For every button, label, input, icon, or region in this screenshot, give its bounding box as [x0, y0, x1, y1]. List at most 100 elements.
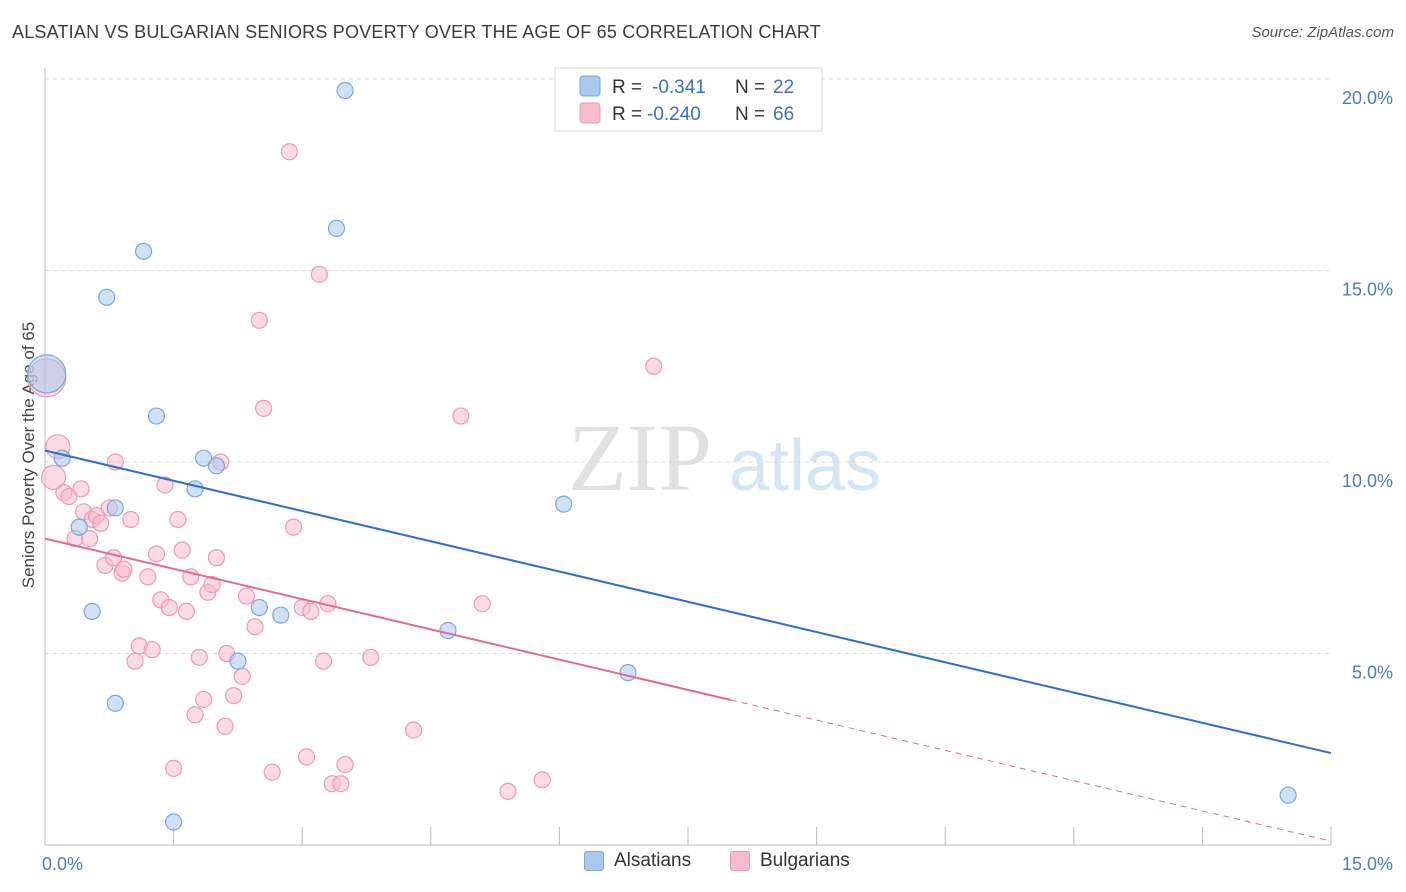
y-tick-labels: 5.0% 10.0% 15.0% 20.0% — [1342, 88, 1393, 683]
bulgarian-point — [362, 648, 380, 666]
bulgarian-point — [177, 602, 196, 620]
bulgarian-point — [207, 549, 226, 567]
alsatian-point — [195, 449, 213, 467]
bulgarian-point — [280, 143, 298, 161]
bulgarian-point — [336, 755, 354, 774]
bulgarian-point — [60, 487, 78, 506]
legend-r-value-alsatians: -0.341 — [652, 77, 706, 98]
bulgarian-point — [499, 782, 517, 800]
bulgarian-point — [246, 618, 264, 636]
legend-label-bulgarians: Bulgarians — [760, 850, 850, 871]
watermark: ZIP atlas — [568, 404, 881, 511]
bulgarian-point — [165, 759, 183, 778]
legend-item-alsatians: Alsatians — [584, 850, 691, 872]
bulgarian-point — [263, 763, 281, 781]
bulgarian-point — [115, 560, 133, 578]
alsatian-point — [106, 499, 124, 517]
alsatian-point — [555, 495, 573, 513]
bulgarian-point — [186, 706, 204, 724]
alsatian-point — [27, 354, 67, 394]
x-tick-labels: 0.0% 15.0% — [42, 854, 1393, 874]
bulgarian-point — [310, 265, 328, 283]
bulgarian-point — [533, 771, 551, 789]
y-tick-label: 10.0% — [1342, 471, 1393, 491]
legend-n-label-bulgarians: N = — [735, 104, 765, 125]
alsatian-point — [250, 598, 268, 617]
legend-r-value-bulgarians: -0.240 — [647, 104, 701, 125]
bulgarian-point — [285, 518, 303, 536]
source-label: Source: ZipAtlas.com — [1251, 24, 1394, 41]
alsatian-point — [165, 813, 183, 831]
y-tick-label: 15.0% — [1342, 280, 1393, 300]
bulgarian-point — [315, 652, 333, 670]
legend-bottom: Alsatians Bulgarians — [0, 850, 1406, 880]
legend-item-bulgarians: Bulgarians — [730, 850, 850, 872]
alsatian-point — [272, 606, 290, 624]
bulgarian-point — [160, 598, 178, 617]
legend-swatch-alsatians — [579, 75, 601, 97]
bulgarian-point — [139, 568, 157, 586]
legend-n-value-alsatians: 22 — [773, 77, 794, 98]
legend-swatch-bulgarians-bottom — [730, 851, 750, 871]
legend-r-label-alsatians: R = — [612, 77, 642, 98]
bulgarian-point — [40, 464, 67, 490]
alsatian-point — [70, 518, 88, 536]
bulgarian-point — [126, 652, 144, 670]
bulgarian-point — [452, 407, 470, 425]
alsatian-point — [439, 621, 457, 640]
alsatian-point — [327, 219, 346, 237]
legend-n-value-bulgarians: 66 — [773, 104, 794, 125]
x-tick-label: 15.0% — [1342, 854, 1393, 874]
bulgarian-point — [203, 575, 221, 594]
y-tick-label: 5.0% — [1352, 663, 1393, 683]
bulgarian-point — [255, 399, 273, 417]
axes — [44, 68, 1332, 846]
alsatian-point — [98, 288, 116, 306]
bulgarian-point — [297, 748, 316, 766]
bulgarian-point — [173, 541, 191, 559]
bulgarian-point — [250, 311, 268, 329]
bulgarian-point — [143, 641, 161, 659]
bulgarian-point — [233, 667, 251, 686]
bulgarian-point — [473, 595, 491, 613]
bulgarian-point — [190, 648, 208, 666]
bulgarian-point — [169, 510, 187, 529]
bulgarian-point — [156, 476, 174, 494]
legend-top: R = -0.341 N = 22 R = -0.240 N = 66 — [554, 67, 823, 132]
chart-title: ALSATIAN VS BULGARIAN SENIORS POVERTY OV… — [12, 22, 822, 42]
trend-lines — [44, 449, 1332, 842]
alsatian-point — [619, 664, 637, 682]
alsatian-point — [83, 602, 101, 620]
alsatian-point — [106, 694, 124, 712]
trend-line-bulgarians-dashed — [730, 699, 1332, 842]
bulgarian-point — [645, 357, 663, 375]
trend-line-bulgarians-solid — [44, 537, 732, 701]
watermark-atlas: atlas — [729, 426, 881, 506]
y-tick-label: 20.0% — [1342, 88, 1393, 108]
bulgarian-point — [122, 510, 140, 529]
trend-line-alsatians — [44, 449, 1332, 755]
legend-swatch-alsatians-bottom — [584, 851, 604, 871]
alsatian-point — [186, 480, 204, 498]
bulgarian-point — [302, 602, 320, 620]
bulgarian-point — [92, 514, 110, 532]
alsatian-point — [147, 407, 166, 425]
bulgarian-point — [225, 687, 243, 705]
alsatian-point — [336, 81, 354, 100]
legend-swatch-bulgarians — [579, 102, 601, 124]
legend-r-label-bulgarians: R = — [612, 104, 642, 125]
legend-n-label-alsatians: N = — [735, 77, 765, 98]
alsatian-point — [207, 457, 226, 475]
alsatian-point — [134, 242, 153, 260]
bulgarian-point — [405, 721, 423, 739]
x-tick-label: 0.0% — [42, 854, 83, 874]
alsatian-point — [1279, 786, 1297, 804]
bulgarian-point — [216, 717, 234, 735]
bulgarian-point — [147, 545, 166, 563]
bulgarian-point — [332, 775, 350, 793]
alsatian-point — [229, 652, 247, 670]
gridlines — [45, 78, 1331, 654]
bulgarian-point — [195, 690, 213, 709]
bulgarian-point — [80, 529, 99, 548]
